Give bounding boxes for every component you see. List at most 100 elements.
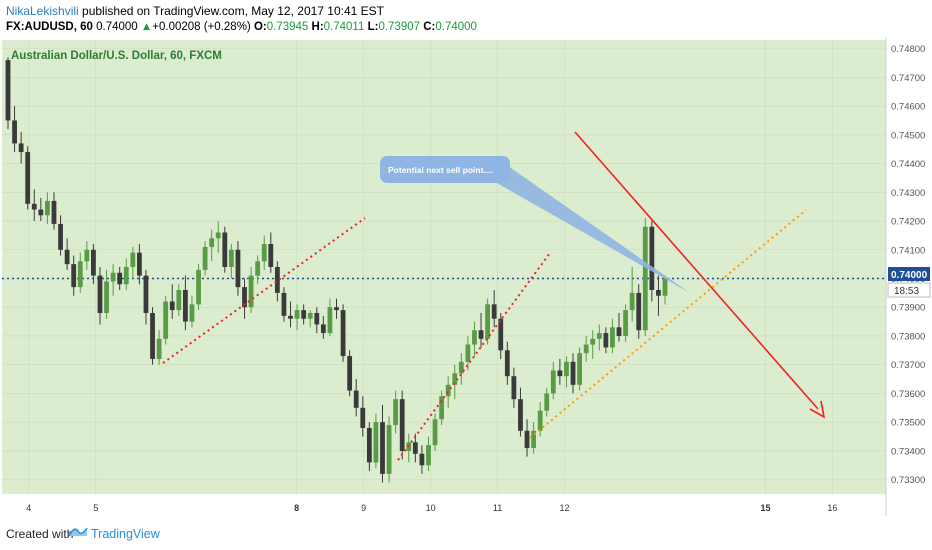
candle-body [537, 410, 543, 431]
callout-box[interactable] [380, 156, 510, 183]
price-tick-label: 0.74600 [891, 102, 925, 113]
candle-body [110, 272, 116, 282]
candle-body [426, 445, 431, 466]
candle-body [347, 356, 353, 391]
candle-body [590, 338, 596, 345]
candle [334, 298, 339, 319]
date-tick-label: 9 [361, 503, 366, 513]
countdown-badge [887, 282, 931, 298]
candle-body [373, 422, 379, 463]
candle-body [169, 301, 175, 311]
candle-body [301, 310, 307, 319]
candle-body [504, 350, 510, 377]
candle [110, 264, 116, 296]
author-link[interactable]: NikaLekishvili [6, 4, 79, 18]
candle [340, 304, 346, 362]
candle-body [393, 399, 399, 426]
candle-body [163, 301, 169, 339]
candle [150, 307, 155, 365]
candle-body [623, 310, 628, 336]
candle [347, 350, 353, 397]
candle-body [18, 143, 24, 153]
candle-body [458, 361, 464, 374]
price-tick-label: 0.74700 [891, 73, 925, 84]
candle-body [261, 244, 267, 262]
candle [596, 324, 602, 351]
candle-body [176, 289, 182, 311]
candle-body [564, 361, 569, 377]
candle [623, 304, 628, 342]
candle-body [320, 324, 326, 334]
candle-body [603, 333, 609, 348]
candle-body [255, 261, 261, 276]
price-change: +0.00208 (+0.28%) [152, 21, 251, 33]
low-label: L: [367, 21, 379, 33]
price-chart[interactable]: 0.74800 0.74700 0.74600 0.74500 0.74400 0.743… [0, 38, 932, 516]
price-badge-bg [888, 267, 930, 281]
date-tick-label: 8 [294, 503, 299, 513]
candle-body [544, 393, 550, 411]
candle-body [485, 304, 491, 339]
date-tick-label: 10 [426, 503, 436, 513]
candle [320, 315, 326, 339]
last-price: 0.74000 [96, 21, 138, 33]
candle [642, 218, 648, 336]
price-tick-label: 0.74200 [891, 217, 925, 228]
date-tick-label: 16 [827, 503, 837, 513]
tradingview-logo-icon[interactable] [68, 525, 88, 539]
candle [31, 189, 37, 222]
candle [452, 364, 458, 400]
orange-dotted-trendline [529, 209, 807, 439]
candle-body [12, 120, 17, 144]
candle-body [360, 407, 366, 428]
candle-body [288, 315, 293, 319]
candle [478, 312, 484, 348]
chart-header: NikaLekishvili published on TradingView.… [0, 0, 932, 40]
price-tick-label: 0.74300 [891, 188, 925, 199]
tradingview-link[interactable]: TradingView [91, 527, 160, 541]
candle-body [202, 246, 208, 270]
candle [97, 267, 103, 325]
callout-pointer [488, 166, 690, 293]
price-tick-label: 0.73900 [891, 303, 925, 314]
candle-body [366, 427, 372, 463]
candle-body [491, 304, 497, 319]
candle [649, 221, 655, 302]
candle [202, 241, 208, 276]
candle [544, 387, 550, 417]
candle-body [439, 396, 445, 420]
candle-body [583, 344, 589, 354]
candle [511, 367, 517, 408]
candle-body [616, 327, 622, 336]
price-badge-text: 0.74000 [891, 270, 928, 281]
price-tick-label: 0.73500 [891, 418, 925, 429]
candle-body [419, 453, 425, 466]
candle [274, 261, 280, 302]
candle [472, 321, 477, 357]
candle [228, 244, 234, 279]
candle [307, 310, 313, 328]
candle-body [268, 244, 274, 267]
candle-body [478, 330, 484, 339]
close-label: C: [423, 21, 436, 33]
candle-body [196, 269, 201, 305]
candle [557, 358, 563, 385]
price-tick-label: 0.73600 [891, 389, 925, 400]
candle-body [557, 370, 563, 377]
annotation-callout[interactable]: Potential next sell point.... [380, 156, 690, 293]
symbol-name[interactable]: FX:AUDUSD, 60 [6, 21, 93, 33]
candle [531, 422, 536, 454]
candle-body [150, 312, 155, 359]
candle [610, 318, 615, 354]
candle-body [472, 330, 477, 345]
candle-body [117, 272, 123, 285]
candle-body [353, 390, 359, 408]
date-tick-label: 5 [93, 503, 98, 513]
candle [104, 269, 109, 319]
created-with-label: Created with [6, 527, 74, 541]
candle [491, 289, 497, 328]
candle [360, 396, 366, 437]
candle [64, 238, 70, 270]
candle-body [642, 226, 648, 331]
date-axis[interactable]: 4 5 8 9 10 11 12 15 16 [26, 503, 837, 513]
